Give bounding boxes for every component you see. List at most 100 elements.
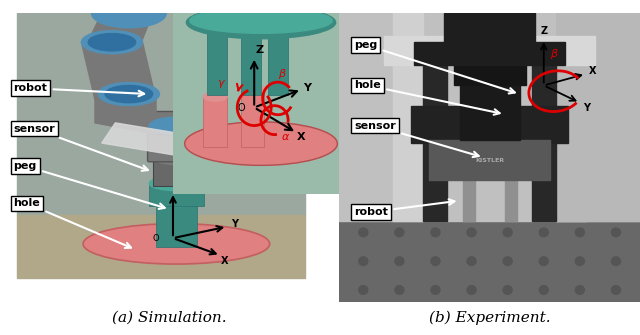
Polygon shape — [424, 57, 447, 221]
FancyBboxPatch shape — [204, 96, 227, 147]
Text: γ: γ — [217, 78, 223, 88]
Text: (b) Experiment.: (b) Experiment. — [429, 311, 550, 325]
Polygon shape — [173, 13, 342, 194]
FancyBboxPatch shape — [207, 22, 227, 95]
Text: peg: peg — [355, 40, 515, 93]
Circle shape — [540, 257, 548, 265]
Circle shape — [611, 286, 620, 294]
Circle shape — [431, 257, 440, 265]
Text: X: X — [296, 132, 305, 142]
Text: O: O — [237, 103, 245, 113]
Polygon shape — [556, 13, 640, 221]
Text: sensor: sensor — [13, 124, 148, 171]
Ellipse shape — [153, 150, 200, 165]
Text: Y: Y — [583, 104, 590, 113]
Text: O: O — [153, 234, 159, 243]
Ellipse shape — [189, 8, 332, 33]
Circle shape — [575, 286, 584, 294]
Text: β: β — [278, 69, 285, 79]
Text: Z: Z — [541, 25, 548, 36]
Polygon shape — [385, 37, 595, 65]
Ellipse shape — [83, 224, 269, 264]
Polygon shape — [204, 13, 305, 157]
Circle shape — [359, 286, 368, 294]
Circle shape — [431, 286, 440, 294]
Text: sensor: sensor — [355, 121, 479, 157]
FancyBboxPatch shape — [241, 89, 264, 147]
Polygon shape — [81, 42, 156, 100]
Polygon shape — [339, 221, 640, 302]
Text: hole: hole — [13, 198, 131, 248]
Circle shape — [503, 228, 512, 237]
FancyBboxPatch shape — [153, 157, 200, 186]
Text: X: X — [589, 66, 596, 76]
Polygon shape — [429, 140, 550, 181]
Polygon shape — [415, 42, 564, 65]
Ellipse shape — [92, 0, 166, 28]
Circle shape — [467, 257, 476, 265]
Polygon shape — [17, 13, 305, 215]
Circle shape — [540, 286, 548, 294]
Polygon shape — [95, 94, 156, 134]
FancyBboxPatch shape — [149, 111, 204, 134]
Circle shape — [395, 286, 404, 294]
Polygon shape — [394, 13, 424, 221]
Ellipse shape — [149, 117, 204, 134]
Circle shape — [359, 257, 368, 265]
Circle shape — [503, 257, 512, 265]
Text: KISTLER: KISTLER — [475, 158, 504, 163]
Text: robot: robot — [13, 83, 144, 96]
Text: Z: Z — [256, 45, 264, 55]
Ellipse shape — [88, 34, 136, 51]
Ellipse shape — [105, 85, 153, 103]
Polygon shape — [85, 13, 153, 48]
Circle shape — [467, 286, 476, 294]
Text: hole: hole — [355, 80, 500, 115]
Ellipse shape — [149, 176, 204, 191]
Polygon shape — [460, 77, 520, 140]
Circle shape — [575, 228, 584, 237]
Polygon shape — [17, 215, 305, 278]
Text: α: α — [282, 132, 289, 142]
Polygon shape — [454, 65, 525, 85]
Polygon shape — [412, 106, 568, 143]
Circle shape — [540, 228, 548, 237]
Ellipse shape — [185, 122, 337, 165]
FancyBboxPatch shape — [149, 183, 204, 206]
Circle shape — [431, 228, 440, 237]
Circle shape — [611, 228, 620, 237]
Circle shape — [395, 228, 404, 237]
FancyBboxPatch shape — [148, 124, 205, 162]
Circle shape — [611, 257, 620, 265]
FancyBboxPatch shape — [268, 22, 288, 95]
Circle shape — [467, 228, 476, 237]
Text: (a) Simulation.: (a) Simulation. — [112, 311, 227, 325]
FancyBboxPatch shape — [241, 22, 261, 95]
Text: Y: Y — [230, 219, 237, 228]
Polygon shape — [463, 57, 475, 221]
Polygon shape — [339, 13, 640, 302]
Circle shape — [359, 228, 368, 237]
FancyBboxPatch shape — [156, 201, 196, 247]
Circle shape — [395, 257, 404, 265]
Polygon shape — [504, 57, 516, 221]
Text: β: β — [550, 49, 557, 59]
Ellipse shape — [99, 82, 159, 106]
Polygon shape — [102, 123, 237, 163]
Polygon shape — [445, 13, 535, 42]
Ellipse shape — [81, 31, 143, 54]
Text: robot: robot — [355, 199, 454, 217]
Text: X: X — [220, 256, 228, 266]
Polygon shape — [339, 13, 640, 221]
Ellipse shape — [241, 85, 264, 94]
Circle shape — [575, 257, 584, 265]
Circle shape — [503, 286, 512, 294]
Text: peg: peg — [13, 161, 164, 209]
Text: Y: Y — [303, 83, 312, 93]
Ellipse shape — [186, 6, 335, 39]
Ellipse shape — [204, 92, 227, 101]
Polygon shape — [532, 57, 556, 221]
Text: Z: Z — [177, 181, 184, 191]
Ellipse shape — [156, 195, 196, 206]
Polygon shape — [556, 13, 586, 221]
